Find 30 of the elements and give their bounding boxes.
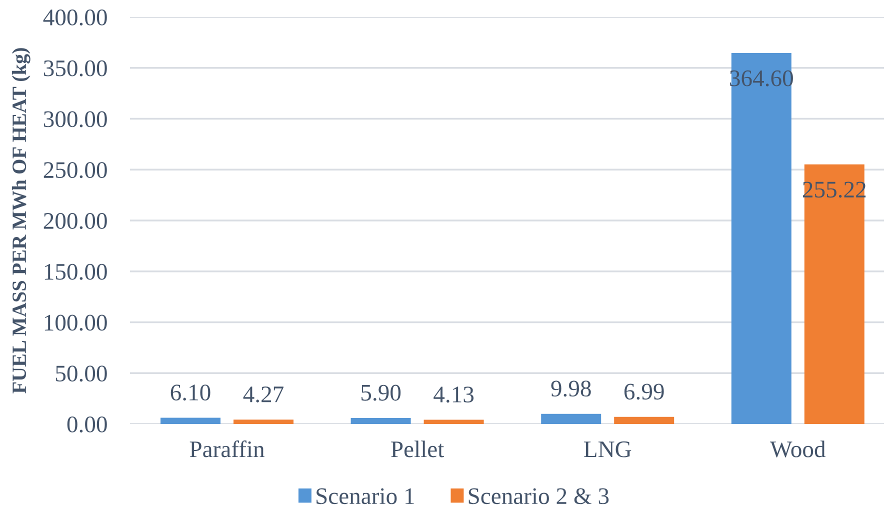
- y-tick-label: 400.00: [43, 9, 107, 26]
- y-tick-label: 200.00: [44, 212, 107, 230]
- bar: [804, 164, 864, 424]
- y-tick-label: 250.00: [44, 162, 107, 178]
- x-tick-label: LNG: [584, 441, 632, 458]
- data-label: 4.13: [434, 386, 474, 403]
- bar: [614, 416, 674, 424]
- bar: [424, 420, 484, 424]
- y-tick-label: 350.00: [44, 60, 107, 76]
- x-tick-label: Pellet: [391, 440, 444, 458]
- y-tick-label: 50.00: [56, 366, 107, 382]
- bar: [541, 414, 602, 424]
- data-label: 9.98: [551, 380, 591, 397]
- y-tick-label: 150.00: [44, 264, 107, 280]
- data-label: 6.99: [624, 384, 664, 400]
- y-tick-label: 0.00: [67, 416, 107, 433]
- bar: [350, 418, 411, 424]
- y-tick-label: 100.00: [44, 314, 107, 331]
- legend-label: Scenario 2 & 3: [468, 488, 609, 504]
- legend-label: Scenario 1: [316, 488, 414, 504]
- y-tick-label: 300.00: [44, 111, 107, 128]
- y-axis-title: FUEL MASS PER MWh OF HEAT (kg): [12, 48, 30, 394]
- data-label: 5.90: [362, 384, 401, 401]
- bar: [731, 53, 792, 424]
- x-tick-label: Paraffin: [190, 440, 264, 458]
- bar: [160, 418, 220, 424]
- data-label: 6.10: [170, 384, 210, 401]
- data-label: 4.27: [243, 386, 284, 402]
- x-tick-label: Wood: [770, 440, 826, 458]
- bar: [234, 420, 294, 424]
